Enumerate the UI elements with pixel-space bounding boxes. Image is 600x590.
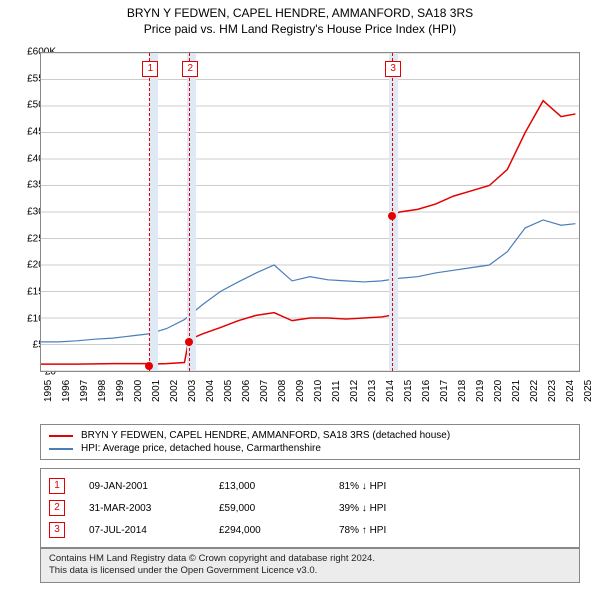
x-tick-label: 1999 <box>115 380 126 402</box>
legend-swatch <box>49 448 73 450</box>
x-tick-label: 2024 <box>565 380 576 402</box>
sale-price: £13,000 <box>219 481 339 492</box>
sale-marker-box: 2 <box>49 500 65 516</box>
x-tick-label: 2017 <box>439 380 450 402</box>
legend-label: BRYN Y FEDWEN, CAPEL HENDRE, AMMANFORD, … <box>81 430 450 441</box>
x-tick-label: 1998 <box>97 380 108 402</box>
sale-dot <box>145 362 153 370</box>
sale-dot <box>185 338 193 346</box>
x-tick-label: 2019 <box>475 380 486 402</box>
footer-line2: This data is licensed under the Open Gov… <box>49 565 571 577</box>
x-tick-label: 2015 <box>403 380 414 402</box>
sale-delta: 39% ↓ HPI <box>339 503 386 514</box>
x-tick-label: 2018 <box>457 380 468 402</box>
sale-row: 3 07-JUL-2014£294,00078% ↑ HPI <box>49 519 571 541</box>
sale-marker-box: 1 <box>49 478 65 494</box>
figure-container: BRYN Y FEDWEN, CAPEL HENDRE, AMMANFORD, … <box>0 0 600 590</box>
legend-item: HPI: Average price, detached house, Carm… <box>49 442 571 455</box>
x-tick-label: 2007 <box>259 380 270 402</box>
sale-row: 2 31-MAR-2003£59,00039% ↓ HPI <box>49 497 571 519</box>
x-tick-label: 2022 <box>529 380 540 402</box>
legend: BRYN Y FEDWEN, CAPEL HENDRE, AMMANFORD, … <box>40 424 580 460</box>
x-tick-label: 2020 <box>493 380 504 402</box>
sale-price: £294,000 <box>219 525 339 536</box>
x-tick-label: 2010 <box>313 380 324 402</box>
x-tick-label: 2005 <box>223 380 234 402</box>
x-tick-label: 1996 <box>61 380 72 402</box>
x-tick-label: 2012 <box>349 380 360 402</box>
sales-table: 1 09-JAN-2001£13,00081% ↓ HPI 2 31-MAR-2003… <box>40 468 580 548</box>
x-tick-label: 2008 <box>277 380 288 402</box>
chart-svg <box>41 53 579 371</box>
x-tick-label: 2013 <box>367 380 378 402</box>
title-address: BRYN Y FEDWEN, CAPEL HENDRE, AMMANFORD, … <box>0 6 600 20</box>
legend-swatch <box>49 435 73 437</box>
x-tick-label: 2003 <box>187 380 198 402</box>
marker-box: 3 <box>385 61 401 77</box>
x-tick-label: 2025 <box>583 380 594 402</box>
title-subtitle: Price paid vs. HM Land Registry's House … <box>0 22 600 36</box>
sale-marker-box: 3 <box>49 522 65 538</box>
sale-date: 07-JUL-2014 <box>89 525 219 536</box>
sale-date: 09-JAN-2001 <box>89 481 219 492</box>
legend-label: HPI: Average price, detached house, Carm… <box>81 443 321 454</box>
x-tick-label: 2021 <box>511 380 522 402</box>
x-tick-label: 2009 <box>295 380 306 402</box>
sale-date: 31-MAR-2003 <box>89 503 219 514</box>
marker-box: 1 <box>142 61 158 77</box>
x-tick-label: 2000 <box>133 380 144 402</box>
marker-line <box>149 53 150 371</box>
highlight-band <box>187 53 196 371</box>
x-tick-label: 2011 <box>331 380 342 402</box>
x-tick-label: 2004 <box>205 380 216 402</box>
x-tick-label: 2006 <box>241 380 252 402</box>
title-block: BRYN Y FEDWEN, CAPEL HENDRE, AMMANFORD, … <box>0 0 600 36</box>
sale-delta: 78% ↑ HPI <box>339 525 386 536</box>
sale-dot <box>388 212 396 220</box>
x-tick-label: 2014 <box>385 380 396 402</box>
footer: Contains HM Land Registry data © Crown c… <box>40 548 580 583</box>
sale-row: 1 09-JAN-2001£13,00081% ↓ HPI <box>49 475 571 497</box>
x-tick-label: 1997 <box>79 380 90 402</box>
series-line-property <box>41 101 575 364</box>
x-tick-label: 2016 <box>421 380 432 402</box>
marker-box: 2 <box>182 61 198 77</box>
chart-plot-area: 1 2 3 <box>40 52 580 372</box>
x-tick-label: 2023 <box>547 380 558 402</box>
sale-delta: 81% ↓ HPI <box>339 481 386 492</box>
footer-line1: Contains HM Land Registry data © Crown c… <box>49 553 571 565</box>
marker-line <box>189 53 190 371</box>
x-tick-label: 2002 <box>169 380 180 402</box>
x-tick-label: 2001 <box>151 380 162 402</box>
sale-price: £59,000 <box>219 503 339 514</box>
legend-item: BRYN Y FEDWEN, CAPEL HENDRE, AMMANFORD, … <box>49 429 571 442</box>
x-tick-label: 1995 <box>43 380 54 402</box>
